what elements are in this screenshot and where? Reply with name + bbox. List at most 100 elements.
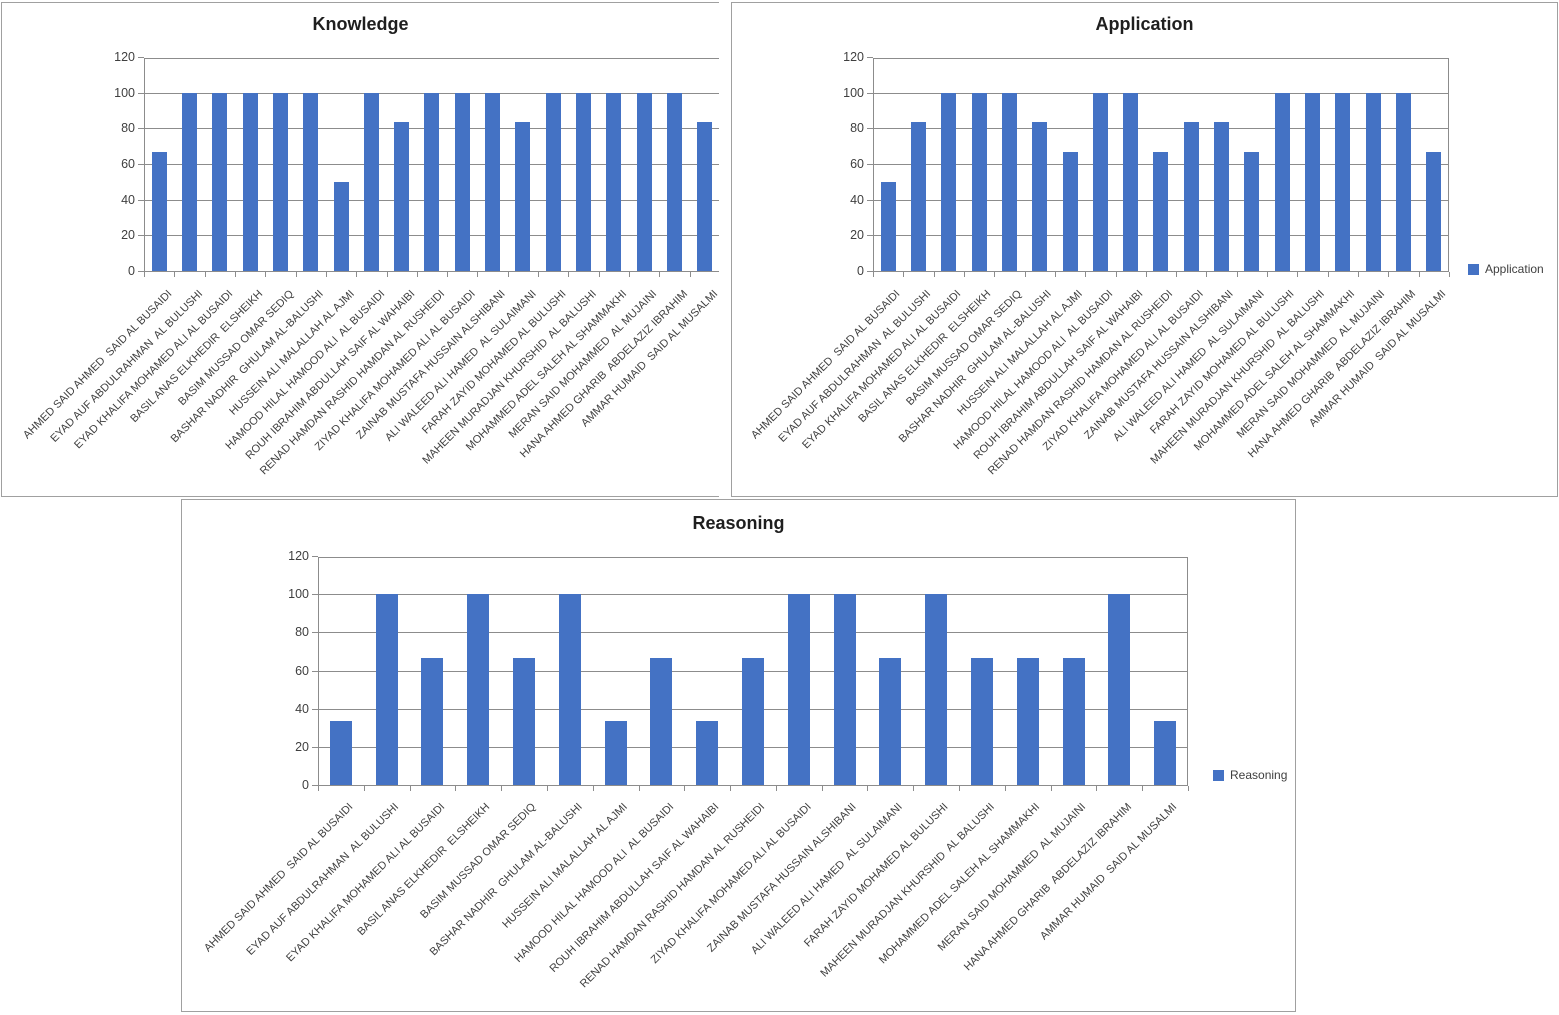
- bar-application-12: [1244, 152, 1259, 271]
- x-axis-tick-mark: [1188, 786, 1189, 791]
- y-axis-tick-label: 120: [843, 50, 864, 64]
- bar-application-7: [1093, 93, 1108, 271]
- chart-panel-knowledge: Knowledge 0 20 40 60 80 100 120 AHMED SAID AHME…: [1, 2, 719, 497]
- y-axis-tick-mark: [867, 57, 873, 58]
- x-axis-tick-mark: [417, 272, 418, 277]
- x-axis-tick-mark: [235, 272, 236, 277]
- chart-title-application: Application: [1095, 14, 1194, 34]
- x-axis-category-label: MOHAMMED ADEL SALEH AL SHAMMAKHI: [876, 801, 1043, 967]
- bar-application-2: [941, 93, 956, 271]
- bar-reasoning-0: [330, 721, 352, 785]
- x-axis-tick-mark: [1085, 272, 1086, 277]
- bar-knowledge-12: [515, 122, 530, 271]
- x-axis-tick-mark: [144, 272, 145, 277]
- bar-application-11: [1214, 122, 1229, 271]
- x-axis-tick-mark: [296, 272, 297, 277]
- y-axis-tick-label: 100: [843, 85, 864, 100]
- bar-reasoning-9: [742, 658, 764, 785]
- y-axis-tick-label: 60: [295, 663, 309, 678]
- y-axis-line: [318, 557, 319, 786]
- x-axis-category-label: HAMOOD HILAL HAMOOD ALI AL BUSAIDI: [511, 801, 676, 965]
- y-axis-tick-label: 80: [850, 121, 864, 136]
- legend-color-swatch: [1213, 769, 1224, 781]
- x-axis-tick-mark: [684, 786, 685, 791]
- bar-reasoning-6: [605, 721, 627, 785]
- x-axis-tick-mark: [629, 272, 630, 277]
- bar-reasoning-11: [834, 594, 856, 785]
- bar-application-1: [911, 122, 926, 271]
- x-axis-tick-mark: [1419, 272, 1420, 277]
- x-axis-tick-mark: [873, 272, 874, 277]
- legend-color-swatch: [1468, 263, 1479, 275]
- y-axis-tick-mark: [138, 92, 144, 94]
- bar-reasoning-16: [1063, 658, 1085, 785]
- x-axis-tick-mark: [1051, 786, 1052, 791]
- x-axis-tick-mark: [964, 272, 965, 277]
- y-axis-tick-label: 20: [121, 228, 135, 243]
- x-axis-tick-mark: [356, 272, 357, 277]
- y-axis-line: [144, 58, 145, 272]
- x-axis-tick-mark: [1025, 272, 1026, 277]
- x-axis-tick-mark: [1388, 272, 1389, 277]
- bar-reasoning-7: [650, 658, 672, 785]
- y-axis-tick-mark: [867, 128, 873, 130]
- x-axis-tick-mark: [1358, 272, 1359, 277]
- x-axis-tick-mark: [690, 272, 691, 277]
- bar-knowledge-5: [303, 93, 318, 271]
- y-axis-tick-mark: [312, 708, 318, 710]
- gridline: [318, 594, 1188, 596]
- y-axis-tick-label: 100: [114, 85, 135, 100]
- x-axis-tick-mark: [1116, 272, 1117, 277]
- y-axis-tick-label: 120: [288, 549, 309, 563]
- x-axis-tick-mark: [501, 786, 502, 791]
- x-axis-tick-mark: [1267, 272, 1268, 277]
- x-axis-tick-mark: [326, 272, 327, 277]
- bar-reasoning-4: [513, 658, 535, 785]
- bar-application-0: [881, 182, 896, 271]
- plot-area-application: [873, 58, 1449, 272]
- bar-reasoning-17: [1108, 594, 1130, 785]
- x-axis-tick-mark: [593, 786, 594, 791]
- x-axis-category-label: ROUH IBRAHIM ABDULLAH SAIF AL WAHAIBI: [547, 801, 722, 975]
- x-axis-tick-mark: [410, 786, 411, 791]
- x-axis-tick-mark: [639, 786, 640, 791]
- x-axis-tick-mark: [364, 786, 365, 791]
- bar-application-17: [1396, 93, 1411, 271]
- y-axis-tick-mark: [138, 271, 144, 272]
- x-axis-tick-mark: [934, 272, 935, 277]
- gridline: [873, 128, 1449, 130]
- x-axis-tick-mark: [1055, 272, 1056, 277]
- y-axis-tick-mark: [138, 235, 144, 237]
- x-axis-tick-mark: [599, 272, 600, 277]
- bar-reasoning-15: [1017, 658, 1039, 785]
- x-axis-tick-mark: [174, 272, 175, 277]
- bar-reasoning-8: [696, 721, 718, 785]
- x-axis-tick-mark: [508, 272, 509, 277]
- x-axis-line: [144, 271, 719, 272]
- x-axis-tick-mark: [1237, 272, 1238, 277]
- chart-title-reasoning: Reasoning: [692, 513, 785, 533]
- bar-reasoning-3: [467, 594, 489, 785]
- y-axis-tick-mark: [867, 271, 873, 272]
- bar-knowledge-17: [667, 93, 682, 271]
- plot-right-border: [1448, 58, 1449, 272]
- x-axis-tick-mark: [538, 272, 539, 277]
- plot-right-border: [1187, 557, 1188, 786]
- x-axis-tick-mark: [659, 272, 660, 277]
- y-axis-tick-label: 120: [114, 50, 135, 64]
- bar-application-13: [1275, 93, 1290, 271]
- bar-knowledge-15: [606, 93, 621, 271]
- legend-reasoning: Reasoning: [1213, 768, 1287, 782]
- y-axis-tick-mark: [138, 128, 144, 130]
- x-axis-tick-mark: [776, 786, 777, 791]
- x-axis-tick-mark: [867, 786, 868, 791]
- plot-area-knowledge: [144, 58, 719, 272]
- y-axis-tick-mark: [138, 199, 144, 201]
- bar-application-3: [972, 93, 987, 271]
- bar-application-8: [1123, 93, 1138, 271]
- chart-title-knowledge: Knowledge: [312, 14, 409, 34]
- x-axis-tick-mark: [1206, 272, 1207, 277]
- x-axis-tick-mark: [455, 786, 456, 791]
- y-axis-tick-mark: [312, 670, 318, 672]
- bar-reasoning-2: [421, 658, 443, 785]
